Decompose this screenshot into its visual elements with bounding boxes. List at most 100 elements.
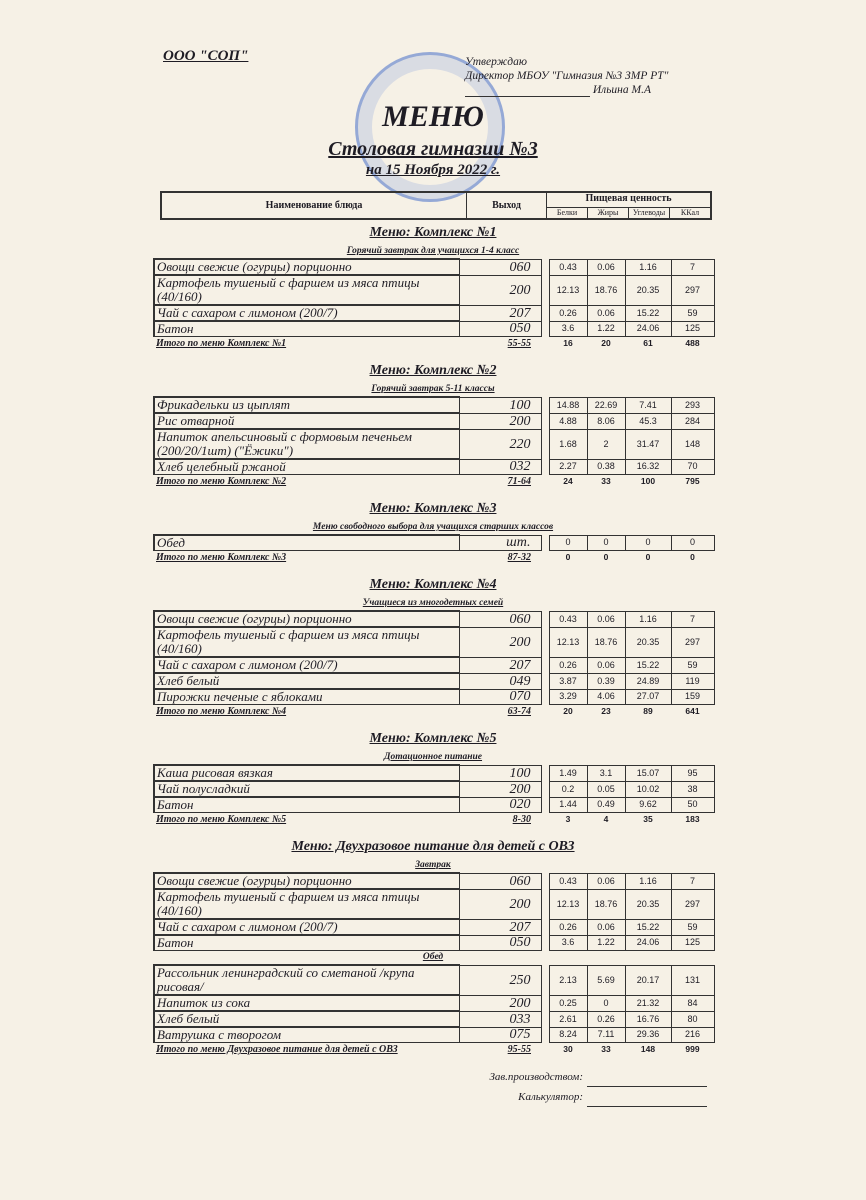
protein: 0: [548, 534, 588, 551]
table-row: Картофель тушеный с фаршем из мяса птицы…: [153, 888, 715, 920]
total-row: Итого по меню Двухразовое питание для де…: [154, 1043, 714, 1058]
menu-sections: Меню: Комплекс №1 Горячий завтрак для уча…: [153, 223, 715, 1058]
group-title: Дотационное питание: [383, 752, 483, 762]
kcal: 119: [670, 672, 715, 690]
dish-output: 200: [458, 780, 542, 798]
dish-name: Картофель тушеный с фаршем из мяса птицы…: [153, 626, 460, 658]
carbs: 148: [640, 1044, 656, 1054]
kcal: 84: [670, 994, 715, 1012]
carbs: 7.41: [624, 396, 672, 414]
total-row: Итого по меню Комплекс №4 63-74 20 23 89 641: [154, 705, 714, 720]
menu-section: Меню: Комплекс №5 Дотационное питание Каша…: [153, 729, 715, 828]
dish-name: Обед: [153, 534, 460, 551]
dish-name: Овощи свежие (огурцы) порционно: [153, 610, 460, 628]
kcal: 50: [670, 796, 715, 813]
total-row: Итого по меню Комплекс №5 8-30 3 4 35 183: [154, 813, 714, 828]
protein: 4.88: [548, 412, 588, 430]
fat: 22.69: [586, 396, 626, 414]
carbs: 24.06: [624, 934, 672, 951]
spacer: [541, 995, 549, 1011]
dish-output: 200: [458, 888, 542, 920]
dish-output: 100: [458, 396, 542, 414]
carbs: 1.16: [624, 872, 672, 890]
page-subtitle: Столовая гимназии №3: [328, 138, 538, 160]
dish-name: Картофель тушеный с фаршем из мяса птицы…: [153, 888, 460, 920]
total-row: Итого по меню Комплекс №3 87-32 0 0 0 0: [154, 551, 714, 566]
table-header: Наименование блюда Выход Пищевая ценност…: [160, 191, 712, 220]
spacer: [541, 657, 549, 673]
kcal: 0: [670, 534, 715, 551]
protein: 16: [563, 338, 573, 348]
protein: 0.26: [548, 918, 588, 936]
dish-name: Овощи свежие (огурцы) порционно: [153, 872, 460, 890]
approver-position: Директор МБОУ "Гимназия №3 ЗМР РТ": [465, 70, 669, 82]
dish-name: Картофель тушеный с фаршем из мяса птицы…: [153, 274, 460, 306]
approval-block: Утверждаю Директор МБОУ "Гимназия №3 ЗМР…: [465, 55, 669, 97]
carbs: 1.16: [624, 258, 672, 276]
dish-name: Итого по меню Комплекс №5: [156, 814, 287, 825]
carbs: 20.35: [624, 626, 672, 658]
protein: 3.6: [548, 320, 588, 337]
fat: 0.06: [586, 610, 626, 628]
table-row: Овощи свежие (огурцы) порционно 060 0.43 0.…: [153, 258, 715, 276]
carbs: 100: [640, 476, 656, 486]
fat: 18.76: [586, 274, 626, 306]
fat: 0: [603, 552, 609, 562]
carbs: 1.16: [624, 610, 672, 628]
carbs: 45.3: [624, 412, 672, 430]
protein: 0.43: [548, 872, 588, 890]
spacer: [541, 429, 549, 459]
carbs: 89: [643, 706, 653, 716]
fat: 8.06: [586, 412, 626, 430]
fat: 0.05: [586, 780, 626, 798]
table-row: Овощи свежие (огурцы) порционно 060 0.43 0.…: [153, 872, 715, 890]
protein: 3.6: [548, 934, 588, 951]
calculator-label: Калькулятор:: [518, 1091, 583, 1103]
spacer: [541, 1043, 549, 1058]
table-row: Картофель тушеный с фаршем из мяса птицы…: [153, 626, 715, 658]
dish-output: 050: [458, 320, 542, 337]
protein: 0: [565, 552, 571, 562]
carbs: 15.22: [624, 918, 672, 936]
kcal: 216: [670, 1026, 715, 1043]
carbs: 61: [643, 338, 653, 348]
fat: 0.06: [586, 304, 626, 322]
spacer: [541, 321, 549, 337]
dish-output: 100: [458, 764, 542, 782]
carbs: 27.07: [624, 688, 672, 705]
dish-name: Ватрушка с творогом: [153, 1026, 460, 1043]
kcal: 159: [670, 688, 715, 705]
spacer: [541, 397, 549, 413]
kcal: 38: [670, 780, 715, 798]
spacer: [541, 413, 549, 429]
fat: 0: [586, 994, 626, 1012]
spacer: [541, 459, 549, 475]
fat: 0.26: [586, 1010, 626, 1028]
fat: 20: [601, 338, 611, 348]
dish-name: Итого по меню Двухразовое питание для де…: [156, 1044, 398, 1055]
table-row: Напиток апельсиновый с формовым печеньем…: [153, 428, 715, 460]
document-body: Меню: Комплекс №1 Горячий завтрак для уча…: [153, 223, 715, 1107]
table-row: Чай с сахаром с лимоном (200/7) 207 0.26 0.…: [153, 918, 715, 936]
page-title: МЕНЮ: [382, 100, 484, 133]
fat: 0.06: [586, 918, 626, 936]
kcal: 7: [670, 872, 715, 890]
fat: 23: [601, 706, 611, 716]
table-row: Овощи свежие (огурцы) порционно 060 0.43 0.…: [153, 610, 715, 628]
carbs: 24.89: [624, 672, 672, 690]
spacer: [541, 1027, 549, 1043]
dish-name: Хлеб целебный ржаной: [153, 458, 460, 475]
section-title: Меню: Комплекс №5: [369, 731, 497, 746]
approve-label: Утверждаю: [465, 56, 527, 68]
protein: 2.61: [548, 1010, 588, 1028]
table-row: Рис отварной 200 4.88 8.06 45.3 284: [153, 412, 715, 430]
group-title: Завтрак: [415, 860, 451, 870]
signature-line: [587, 1073, 707, 1087]
dish-name: Батон: [153, 934, 460, 951]
spacer: [541, 275, 549, 305]
dish-name: Овощи свежие (огурцы) порционно: [153, 258, 460, 276]
carbs: 15.07: [624, 764, 672, 782]
spacer: [541, 781, 549, 797]
dish-output: 87-32: [507, 552, 531, 563]
dish-output: 050: [458, 934, 542, 951]
